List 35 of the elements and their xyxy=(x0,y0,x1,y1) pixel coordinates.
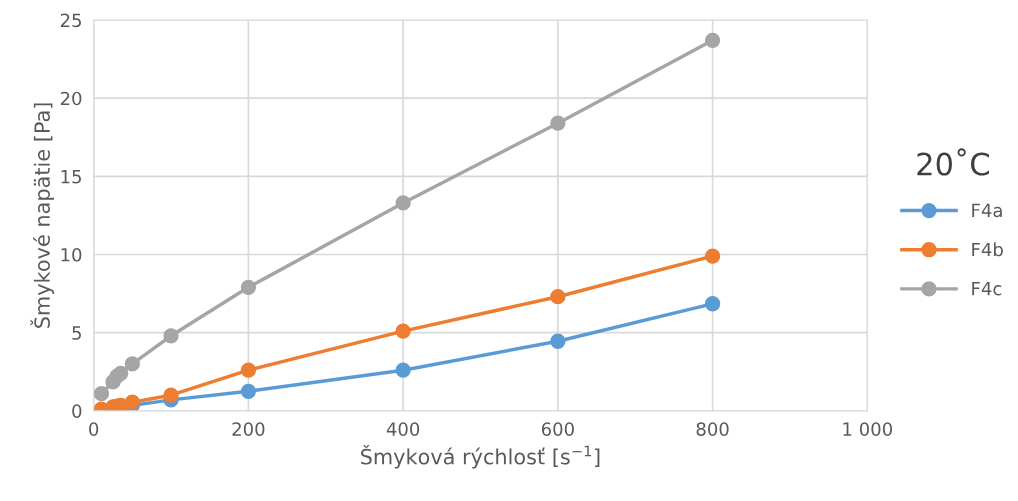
point xyxy=(395,195,411,211)
point xyxy=(704,296,721,312)
y-tick-label: 20 xyxy=(60,91,82,106)
point xyxy=(395,323,411,339)
point xyxy=(550,289,566,305)
point xyxy=(704,32,721,49)
y-tick-label: 25 xyxy=(60,13,81,28)
point xyxy=(163,328,179,344)
x-tick-label: 600 xyxy=(541,422,574,436)
point xyxy=(550,333,566,349)
point xyxy=(124,356,140,372)
point xyxy=(240,279,257,295)
y-tick-label: 10 xyxy=(61,247,82,262)
x-tick-label: 200 xyxy=(232,422,265,436)
y-tick-label: 5 xyxy=(72,326,81,340)
legend-label: F4c xyxy=(972,282,1002,296)
legend-label: F4b xyxy=(972,242,1003,257)
point xyxy=(550,115,566,131)
x-tick-label: 1 000 xyxy=(843,422,892,436)
legend-title: 20˚C xyxy=(917,148,989,176)
legend-label: F4a xyxy=(972,203,1002,218)
point xyxy=(240,383,257,399)
x-tick-label: 800 xyxy=(696,422,729,436)
point xyxy=(704,248,721,264)
point xyxy=(93,385,110,402)
x-tick-label: 400 xyxy=(386,422,420,436)
y-tick-label: 15 xyxy=(61,170,81,184)
point xyxy=(395,362,411,378)
point xyxy=(163,387,179,403)
point xyxy=(113,365,129,381)
y-axis-title: Šmykové napätie [Pa] xyxy=(30,103,55,328)
x-tick-label: 0 xyxy=(89,422,99,436)
point xyxy=(240,362,257,378)
x-axis-title: Šmyková rýchlosť [s$^{−1}$] xyxy=(361,444,600,469)
y-tick-label: 0 xyxy=(72,404,82,418)
